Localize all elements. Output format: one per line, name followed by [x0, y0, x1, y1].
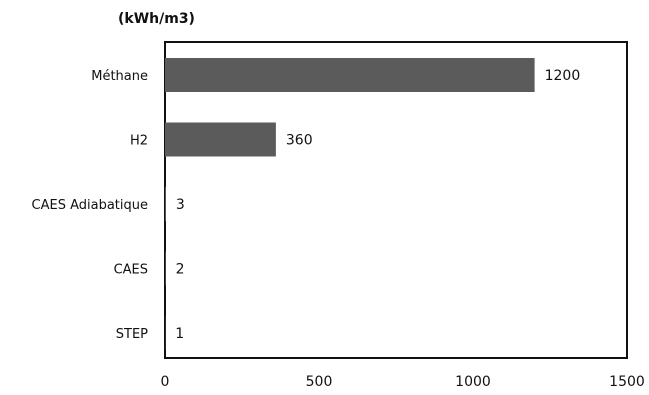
- unit-label: (kWh/m3): [118, 11, 195, 27]
- data-label-h2: 360: [286, 133, 313, 149]
- category-label-caes-adiabatique: CAES Adiabatique: [32, 198, 148, 213]
- category-label-step: STEP: [116, 327, 148, 342]
- x-tick-label-1000: 1000: [455, 374, 491, 390]
- data-label-caes-adiabatique: 3: [176, 197, 185, 213]
- bar-methane: [165, 58, 535, 92]
- category-label-methane: Méthane: [91, 69, 148, 84]
- data-labels-group: 1200 360 3 2 1: [175, 68, 580, 342]
- bar-h2: [165, 122, 276, 157]
- bars-group: [165, 58, 535, 350]
- category-labels-group: Méthane H2 CAES Adiabatique CAES STEP: [32, 69, 149, 342]
- data-label-caes: 2: [176, 262, 185, 278]
- x-tick-label-500: 500: [306, 374, 333, 390]
- category-label-h2: H2: [130, 134, 148, 149]
- data-label-methane: 1200: [545, 68, 581, 84]
- x-tick-label-1500: 1500: [609, 374, 645, 390]
- bar-caes-adiabatique: [165, 187, 166, 221]
- plot-frame: [164, 41, 628, 359]
- data-label-step: 1: [175, 326, 184, 342]
- x-tick-labels-group: 0 500 1000 1500: [161, 374, 645, 390]
- x-tick-label-0: 0: [161, 374, 170, 390]
- bar-caes: [165, 251, 166, 286]
- category-label-caes: CAES: [114, 263, 148, 278]
